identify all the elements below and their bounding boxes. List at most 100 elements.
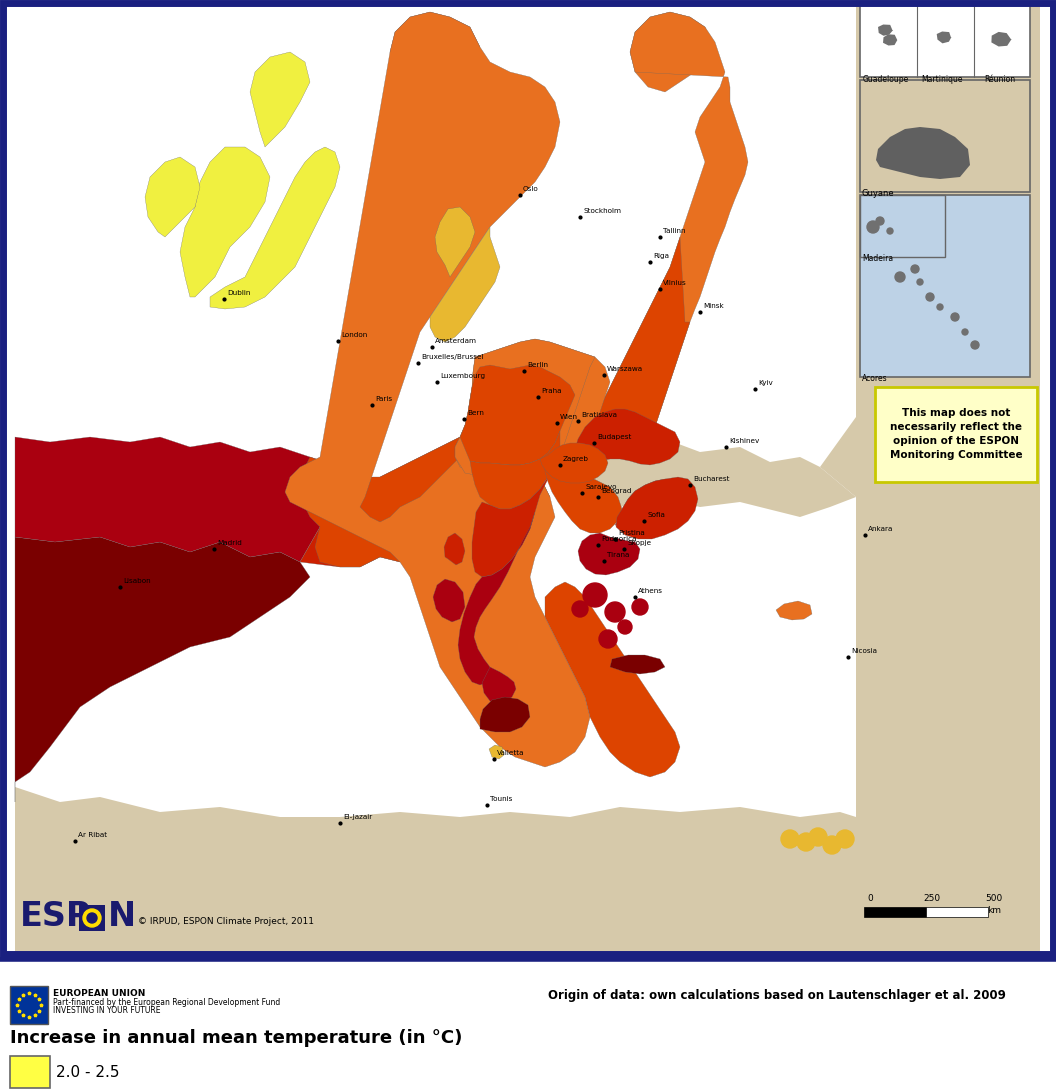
Polygon shape xyxy=(480,697,530,732)
Text: Martinique: Martinique xyxy=(921,75,963,84)
Polygon shape xyxy=(433,579,465,622)
Text: Guyane: Guyane xyxy=(862,189,894,198)
Bar xyxy=(926,907,988,917)
Text: Skopje: Skopje xyxy=(627,541,652,546)
Text: Sofia: Sofia xyxy=(647,512,665,518)
Text: Sarajevo: Sarajevo xyxy=(585,484,617,490)
Text: Réunion: Réunion xyxy=(984,75,1016,84)
Text: Praha: Praha xyxy=(541,388,562,394)
Polygon shape xyxy=(878,24,893,36)
Polygon shape xyxy=(15,537,310,802)
Text: Lisabon: Lisabon xyxy=(122,578,151,584)
Polygon shape xyxy=(992,32,1012,47)
Text: ESP: ESP xyxy=(20,901,92,934)
Polygon shape xyxy=(285,12,590,767)
Bar xyxy=(79,905,105,931)
Circle shape xyxy=(823,836,841,854)
Polygon shape xyxy=(590,237,690,452)
Text: Pristina: Pristina xyxy=(618,530,645,536)
Text: Warszawa: Warszawa xyxy=(607,366,643,372)
Polygon shape xyxy=(300,437,530,567)
Bar xyxy=(10,1056,50,1089)
Text: Oslo: Oslo xyxy=(523,186,539,192)
Text: Riga: Riga xyxy=(653,253,670,259)
Text: Stockholm: Stockholm xyxy=(583,207,621,214)
Text: Part-financed by the European Regional Development Fund: Part-financed by the European Regional D… xyxy=(53,998,280,1007)
Circle shape xyxy=(867,221,879,233)
Polygon shape xyxy=(937,32,951,44)
Text: 0: 0 xyxy=(867,894,873,903)
Bar xyxy=(864,907,926,917)
Polygon shape xyxy=(460,365,576,465)
Circle shape xyxy=(618,620,631,634)
Text: 500: 500 xyxy=(985,894,1002,903)
Bar xyxy=(860,80,1030,192)
Text: This map does not
necessarily reflect the
opinion of the ESPON
Monitoring Commit: This map does not necessarily reflect th… xyxy=(890,408,1022,461)
Circle shape xyxy=(809,828,827,846)
Text: 250: 250 xyxy=(923,894,941,903)
Text: Budapest: Budapest xyxy=(597,434,631,440)
Circle shape xyxy=(951,313,959,321)
Circle shape xyxy=(926,293,934,301)
Bar xyxy=(860,195,1030,377)
Text: Athens: Athens xyxy=(638,587,663,594)
Polygon shape xyxy=(821,0,1040,954)
Text: Dublin: Dublin xyxy=(227,290,250,296)
Text: Tounis: Tounis xyxy=(490,796,512,802)
Polygon shape xyxy=(560,437,856,517)
Polygon shape xyxy=(455,339,595,483)
Bar xyxy=(860,195,945,257)
Circle shape xyxy=(631,600,648,615)
Polygon shape xyxy=(15,787,856,954)
Text: Vilnius: Vilnius xyxy=(663,280,686,286)
Polygon shape xyxy=(15,437,370,562)
Text: Madeira: Madeira xyxy=(862,254,893,263)
Polygon shape xyxy=(616,477,698,539)
Polygon shape xyxy=(578,533,640,575)
Text: INVESTING IN YOUR FUTURE: INVESTING IN YOUR FUTURE xyxy=(53,1006,161,1014)
Circle shape xyxy=(83,909,101,927)
Polygon shape xyxy=(300,437,550,567)
Polygon shape xyxy=(540,443,608,483)
Circle shape xyxy=(887,228,893,234)
Circle shape xyxy=(797,833,815,851)
Text: Kyiv: Kyiv xyxy=(758,380,773,385)
Polygon shape xyxy=(482,667,516,704)
Text: Bratislava: Bratislava xyxy=(581,412,617,418)
Polygon shape xyxy=(776,601,812,620)
Circle shape xyxy=(583,583,607,607)
Text: Paris: Paris xyxy=(375,396,392,402)
Circle shape xyxy=(911,265,919,273)
Text: Nicosia: Nicosia xyxy=(851,648,876,654)
Polygon shape xyxy=(210,147,340,309)
Polygon shape xyxy=(430,227,499,342)
Text: Bucharest: Bucharest xyxy=(693,476,730,482)
Text: © IRPUD, ESPON Climate Project, 2011: © IRPUD, ESPON Climate Project, 2011 xyxy=(138,917,314,926)
Text: EUROPEAN UNION: EUROPEAN UNION xyxy=(53,989,146,998)
Text: Bern: Bern xyxy=(467,410,484,416)
Text: Valletta: Valletta xyxy=(497,750,525,756)
Text: Ankara: Ankara xyxy=(868,526,893,532)
Text: km: km xyxy=(987,906,1001,915)
Text: Podgorica: Podgorica xyxy=(601,536,637,542)
Text: Amsterdam: Amsterdam xyxy=(435,339,477,344)
Text: Increase in annual mean temperature (in °C): Increase in annual mean temperature (in … xyxy=(10,1029,463,1047)
Polygon shape xyxy=(630,12,710,92)
Text: Madrid: Madrid xyxy=(216,541,242,546)
Text: 2.0 - 2.5: 2.0 - 2.5 xyxy=(56,1065,119,1080)
Polygon shape xyxy=(883,34,898,46)
Text: Beograd: Beograd xyxy=(601,488,631,494)
Polygon shape xyxy=(472,447,560,577)
Circle shape xyxy=(599,630,617,648)
Circle shape xyxy=(917,278,923,285)
Polygon shape xyxy=(455,339,610,479)
Polygon shape xyxy=(610,655,665,674)
Bar xyxy=(860,2,1030,78)
Polygon shape xyxy=(180,147,270,297)
Circle shape xyxy=(876,217,884,225)
Text: Ar Ribat: Ar Ribat xyxy=(78,832,107,838)
Polygon shape xyxy=(590,12,748,452)
Circle shape xyxy=(972,341,979,349)
Polygon shape xyxy=(489,745,504,759)
Text: Zagreb: Zagreb xyxy=(563,456,589,462)
